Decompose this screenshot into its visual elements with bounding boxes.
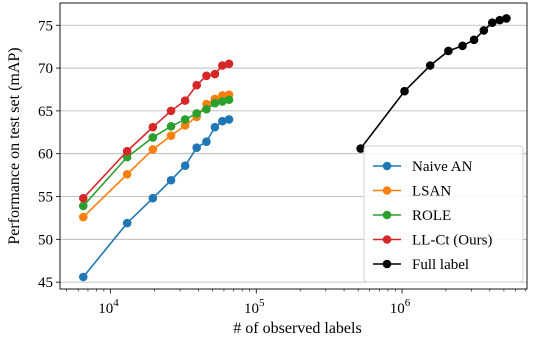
y-tick-label: 55 — [38, 190, 53, 206]
legend-label: LSAN — [412, 184, 451, 200]
y-axis-label: Performance on test set (mAP) — [6, 47, 23, 244]
legend-marker — [382, 259, 392, 269]
data-point — [166, 175, 176, 185]
data-point — [122, 146, 132, 156]
data-point — [487, 18, 497, 27]
data-point — [202, 137, 211, 147]
legend-entry: LL-Ct (Ours) — [373, 233, 492, 249]
data-point — [210, 122, 220, 132]
data-point — [78, 212, 88, 222]
legend-entry: ROLE — [373, 208, 451, 224]
legend-label: LL-Ct (Ours) — [412, 233, 492, 249]
legend-marker — [382, 235, 392, 244]
data-point — [224, 115, 234, 124]
data-point — [458, 41, 467, 51]
y-tick-label: 50 — [38, 232, 53, 248]
legend-marker — [382, 161, 392, 171]
data-point — [180, 115, 190, 124]
data-point — [166, 131, 176, 141]
data-point — [78, 201, 88, 211]
data-point — [202, 71, 211, 81]
data-point — [502, 14, 511, 23]
y-tick-label: 60 — [38, 147, 53, 163]
series-layer — [78, 14, 511, 282]
y-tick-label: 70 — [38, 61, 53, 77]
y-tick-label: 75 — [38, 18, 53, 34]
data-point — [479, 26, 489, 35]
series-4 — [356, 14, 511, 153]
data-point — [425, 61, 435, 70]
series-line — [82, 63, 230, 199]
data-point — [400, 86, 409, 96]
data-point — [202, 104, 211, 114]
data-point — [180, 161, 190, 170]
legend-entry: Full label — [373, 257, 469, 273]
x-tick-exponent: 4 — [113, 297, 119, 309]
data-point — [224, 95, 234, 105]
data-point — [166, 122, 176, 131]
legend-label: ROLE — [412, 208, 451, 224]
series-2 — [78, 95, 234, 211]
data-point — [495, 15, 505, 25]
x-tick-label: 105 — [244, 297, 265, 317]
legend-label: Full label — [412, 257, 469, 273]
data-point — [78, 193, 88, 203]
data-point — [180, 96, 190, 105]
data-point — [356, 144, 365, 153]
legend-marker — [382, 186, 392, 195]
data-point — [218, 61, 227, 70]
data-point — [192, 143, 201, 153]
data-point — [218, 97, 227, 106]
data-point — [218, 91, 227, 100]
gridlines — [60, 24, 527, 283]
series-line — [82, 118, 230, 278]
data-point — [224, 59, 234, 69]
x-tick-base: 10 — [390, 301, 405, 317]
data-point — [444, 46, 453, 56]
legend-box — [363, 145, 524, 283]
data-point — [166, 106, 176, 116]
series-line — [360, 17, 507, 150]
data-point — [148, 122, 158, 132]
x-tick-exponent: 5 — [259, 297, 265, 309]
y-tick-label: 65 — [38, 104, 53, 120]
x-tick-label: 106 — [390, 297, 411, 317]
data-point — [148, 133, 158, 142]
series-3 — [78, 59, 234, 203]
data-point — [180, 121, 190, 130]
data-point — [218, 116, 227, 126]
series-0 — [78, 115, 234, 282]
legend-entry: Naive AN — [373, 159, 473, 175]
data-point — [148, 193, 158, 203]
data-point — [192, 109, 201, 118]
plot-frame — [59, 2, 528, 290]
x-axis-label: # of observed labels — [233, 320, 361, 337]
data-point — [210, 69, 220, 79]
legend-marker — [382, 210, 392, 220]
y-tick-label: 45 — [38, 275, 53, 291]
x-tick-base: 10 — [98, 301, 113, 317]
x-tick-label: 104 — [98, 297, 119, 317]
data-point — [148, 145, 158, 154]
series-line — [82, 98, 230, 207]
x-tick-base: 10 — [244, 301, 259, 317]
data-point — [78, 272, 88, 282]
x-tick-exponent: 6 — [405, 297, 411, 309]
data-point — [192, 80, 201, 90]
legend: Naive AN LSAN ROLE LL-Ct (Ours) Full label — [363, 145, 524, 283]
data-point — [122, 218, 132, 228]
data-point — [210, 98, 220, 108]
data-point — [122, 152, 132, 162]
legend-label: Naive AN — [412, 159, 473, 175]
data-point — [122, 169, 132, 179]
legend-entry: LSAN — [373, 184, 451, 200]
data-point — [469, 35, 479, 45]
